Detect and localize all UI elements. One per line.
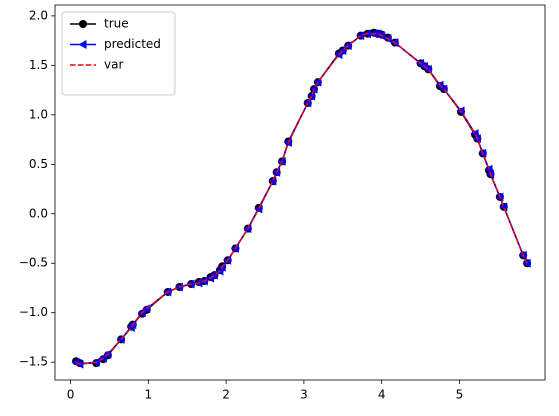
y-tick-label: −1.5 <box>19 355 48 369</box>
series-line <box>75 32 528 365</box>
marker <box>209 270 218 280</box>
legend-marker <box>78 40 87 49</box>
y-tick-label: 1.5 <box>29 58 48 72</box>
y-tick-label: 0.0 <box>29 206 48 220</box>
legend-box <box>61 11 176 96</box>
y-tick-label: 0.5 <box>29 157 48 171</box>
marker <box>142 304 151 314</box>
y-tick-label: 2.0 <box>29 8 48 22</box>
x-tick-label: 0 <box>67 388 75 402</box>
x-tick-label: 3 <box>300 388 308 402</box>
x-tick-label: 2 <box>222 388 230 402</box>
x-tick-label: 1 <box>145 388 153 402</box>
marker <box>174 282 183 292</box>
legend-marker <box>79 20 87 28</box>
y-tick-label: −0.5 <box>19 256 48 270</box>
y-tick-label: −1.0 <box>19 305 48 319</box>
legend-label: predicted <box>104 37 161 51</box>
plot-area <box>71 28 532 369</box>
legend-label: true <box>104 17 129 31</box>
x-tick-label: 4 <box>378 388 386 402</box>
y-tick-label: 1.0 <box>29 107 48 121</box>
legend-label: var <box>104 58 123 72</box>
axes-frame <box>54 4 546 381</box>
x-tick-label: 5 <box>456 388 464 402</box>
